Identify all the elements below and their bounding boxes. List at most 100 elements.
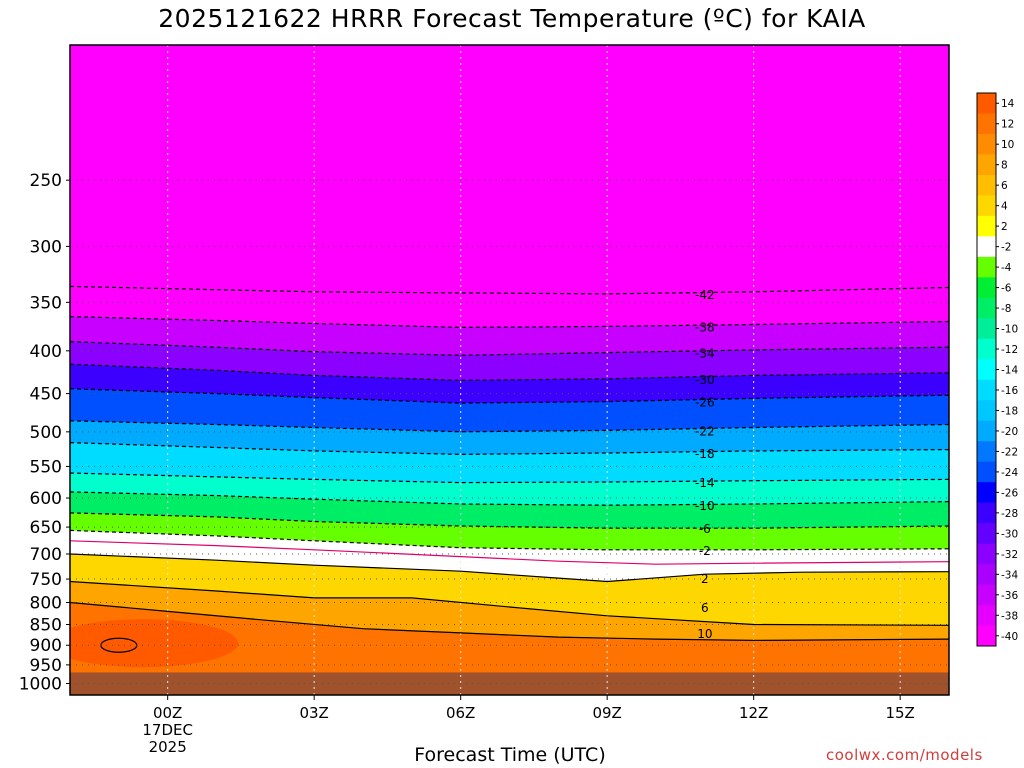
ground-layer bbox=[70, 672, 949, 695]
colorbar-label: 12 bbox=[1001, 119, 1014, 131]
colorbar-label: -16 bbox=[1001, 385, 1018, 397]
y-tick-label-450: 450 bbox=[30, 385, 62, 405]
colorbar-swatch bbox=[977, 441, 996, 463]
contour-label--2: -2 bbox=[699, 544, 711, 558]
colorbar-label: -10 bbox=[1001, 324, 1018, 336]
y-axis: 2503003504004505005506006507007508008509… bbox=[19, 171, 70, 695]
x-tick-sublabel: 17DEC bbox=[142, 721, 193, 739]
colorbar-swatch bbox=[977, 605, 996, 627]
x-axis-title: Forecast Time (UTC) bbox=[414, 744, 606, 766]
colorbar-swatch bbox=[977, 420, 996, 442]
y-tick-label-550: 550 bbox=[30, 457, 62, 477]
contour-label--42: -42 bbox=[695, 288, 715, 302]
colorbar-swatch bbox=[977, 482, 996, 504]
contour-2 bbox=[70, 553, 949, 583]
contour-label--26: -26 bbox=[695, 396, 715, 410]
colorbar-label: -32 bbox=[1001, 549, 1018, 561]
colorbar-label: 10 bbox=[1001, 139, 1014, 151]
colorbar: 14 12 10 8 6 4 2 -2 -4 -6 -8 -10 -12 -14 -16 -18 -20 -22 -… bbox=[976, 92, 1018, 647]
contour-0 bbox=[70, 540, 949, 565]
contour-label--14: -14 bbox=[695, 476, 715, 490]
contour-label--30: -30 bbox=[695, 373, 715, 387]
contour-label-10: 10 bbox=[697, 627, 712, 641]
colorbar-label: -2 bbox=[1001, 242, 1011, 254]
colorbar-swatch bbox=[977, 256, 996, 278]
colorbar-label: -26 bbox=[1001, 487, 1018, 499]
y-tick-label-900: 900 bbox=[30, 636, 62, 656]
y-tick-label-300: 300 bbox=[30, 237, 62, 257]
colorbar-label: 4 bbox=[1001, 201, 1008, 213]
x-tick-label-03Z: 03Z bbox=[299, 704, 328, 722]
colorbar-label: -38 bbox=[1001, 610, 1018, 622]
colorbar-swatch bbox=[977, 215, 996, 237]
contour-label-6: 6 bbox=[701, 601, 709, 615]
contour-label--38: -38 bbox=[695, 320, 715, 334]
y-tick-label-700: 700 bbox=[30, 545, 62, 565]
colorbar-swatch bbox=[977, 584, 996, 606]
colorbar-swatch bbox=[977, 338, 996, 360]
colorbar-swatch bbox=[977, 133, 996, 155]
colorbar-swatch bbox=[977, 93, 996, 114]
y-tick-label-950: 950 bbox=[30, 656, 62, 676]
colorbar-swatch bbox=[977, 400, 996, 422]
colorbar-swatch bbox=[977, 277, 996, 299]
colorbar-label: -20 bbox=[1001, 426, 1018, 438]
colorbar-swatch bbox=[977, 174, 996, 196]
colorbar-label: 8 bbox=[1001, 160, 1008, 172]
y-tick-label-350: 350 bbox=[30, 293, 62, 313]
contour-6 bbox=[70, 580, 949, 626]
contour-lines bbox=[70, 285, 949, 642]
contour-label--6: -6 bbox=[699, 522, 711, 536]
colorbar-label: -18 bbox=[1001, 405, 1018, 417]
colorbar-swatch bbox=[977, 461, 996, 483]
colorbar-swatch bbox=[977, 502, 996, 524]
y-tick-label-250: 250 bbox=[30, 171, 62, 191]
contour-label--18: -18 bbox=[695, 447, 715, 461]
contour-label-2: 2 bbox=[701, 572, 709, 586]
colorbar-label: -6 bbox=[1001, 283, 1012, 295]
x-tick-label-06Z: 06Z bbox=[446, 704, 475, 722]
colorbar-label: -22 bbox=[1001, 446, 1018, 458]
colorbar-swatch bbox=[977, 236, 996, 258]
colorbar-label: 14 bbox=[1001, 98, 1015, 110]
colorbar-label: -40 bbox=[1001, 631, 1018, 643]
colorbar-swatch bbox=[977, 113, 996, 135]
colorbar-swatch bbox=[977, 154, 996, 176]
colorbar-swatch bbox=[977, 564, 996, 586]
colorbar-swatch bbox=[977, 195, 996, 217]
y-tick-label-850: 850 bbox=[30, 615, 62, 635]
colorbar-label: -34 bbox=[1001, 569, 1018, 581]
y-tick-label-650: 650 bbox=[30, 518, 62, 538]
x-tick-label-15Z: 15Z bbox=[885, 704, 914, 722]
grid-lines bbox=[70, 45, 949, 695]
y-tick-label-750: 750 bbox=[30, 570, 62, 590]
ground bbox=[70, 672, 949, 695]
x-tick-sublabel: 2025 bbox=[149, 738, 187, 756]
plot-frame bbox=[69, 44, 950, 696]
colorbar-label: 2 bbox=[1001, 221, 1008, 233]
y-tick-label-600: 600 bbox=[30, 489, 62, 509]
colorbar-swatch bbox=[977, 543, 996, 565]
colorbar-swatch bbox=[977, 297, 996, 319]
y-tick-label-500: 500 bbox=[30, 423, 62, 443]
y-tick-label-400: 400 bbox=[30, 342, 62, 362]
colorbar-label: -30 bbox=[1001, 528, 1018, 540]
contour-label--34: -34 bbox=[695, 347, 715, 361]
colorbar-label: -36 bbox=[1001, 590, 1018, 602]
colorbar-swatch bbox=[977, 379, 996, 401]
temperature-bands bbox=[70, 45, 949, 695]
x-tick-label-12Z: 12Z bbox=[739, 704, 768, 722]
colorbar-label: -24 bbox=[1001, 467, 1018, 479]
colorbar-swatch bbox=[977, 318, 996, 340]
colorbar-label: 6 bbox=[1001, 180, 1008, 192]
colorbar-swatch bbox=[977, 359, 996, 381]
x-tick-label-00Z: 00Z bbox=[153, 704, 182, 722]
y-tick-label-1000: 1000 bbox=[19, 675, 62, 695]
x-tick-label-09Z: 09Z bbox=[592, 704, 621, 722]
credit-text: coolwx.com/models bbox=[826, 746, 983, 764]
colorbar-label: -4 bbox=[1001, 262, 1012, 274]
y-tick-label-800: 800 bbox=[30, 593, 62, 613]
